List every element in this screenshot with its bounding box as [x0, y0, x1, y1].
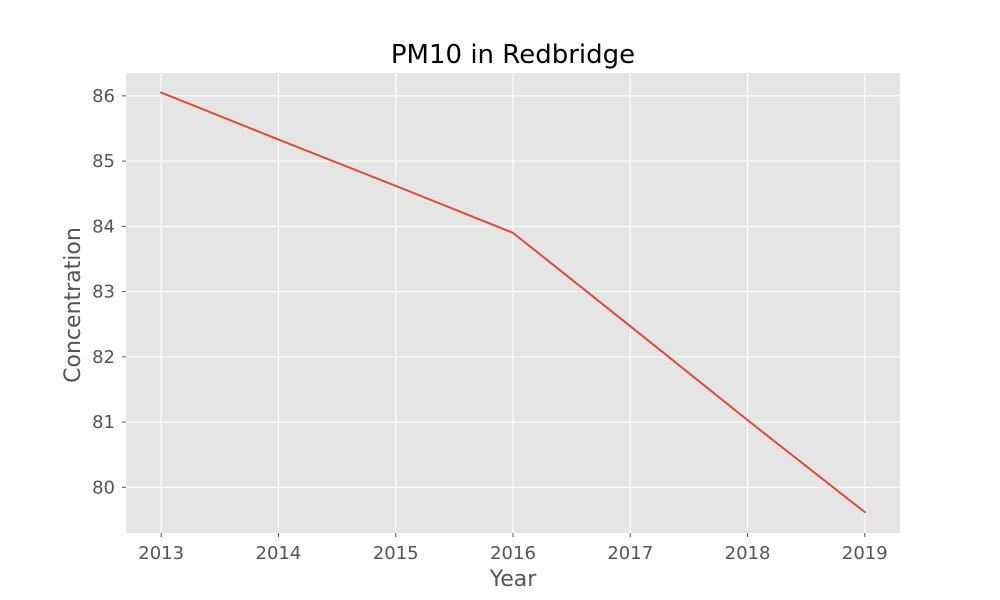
- data-point: [394, 184, 397, 187]
- series-layer: [160, 91, 866, 514]
- y-tick-label: 84: [92, 216, 115, 237]
- x-tick-label: 2017: [607, 543, 653, 564]
- x-tick-label: 2016: [490, 543, 536, 564]
- x-tick-label: 2019: [842, 543, 888, 564]
- tick-labels: 2013 2014 2015 2016 2017 2018 2019 80 81 82 83 84 85…: [92, 86, 888, 564]
- x-tick-label: 2018: [725, 543, 771, 564]
- x-tick-label: 2014: [256, 543, 302, 564]
- y-axis-label: Concentration: [61, 227, 86, 383]
- y-tick-label: 82: [92, 347, 115, 368]
- gridlines: [126, 73, 900, 533]
- x-tick-label: 2013: [138, 543, 184, 564]
- data-point: [863, 511, 866, 514]
- chart-title: PM10 in Redbridge: [391, 40, 635, 70]
- data-point: [746, 419, 749, 422]
- data-point: [512, 231, 514, 234]
- data-point: [629, 325, 632, 328]
- x-tick-label: 2015: [373, 543, 419, 564]
- y-tick-label: 85: [92, 151, 115, 172]
- y-tick-label: 83: [92, 282, 115, 303]
- x-axis-label: Year: [489, 567, 538, 592]
- y-tick-label: 86: [92, 86, 115, 107]
- y-tick-label: 80: [92, 477, 115, 498]
- data-point: [277, 138, 280, 141]
- data-point: [160, 91, 163, 94]
- y-tick-label: 81: [92, 412, 115, 433]
